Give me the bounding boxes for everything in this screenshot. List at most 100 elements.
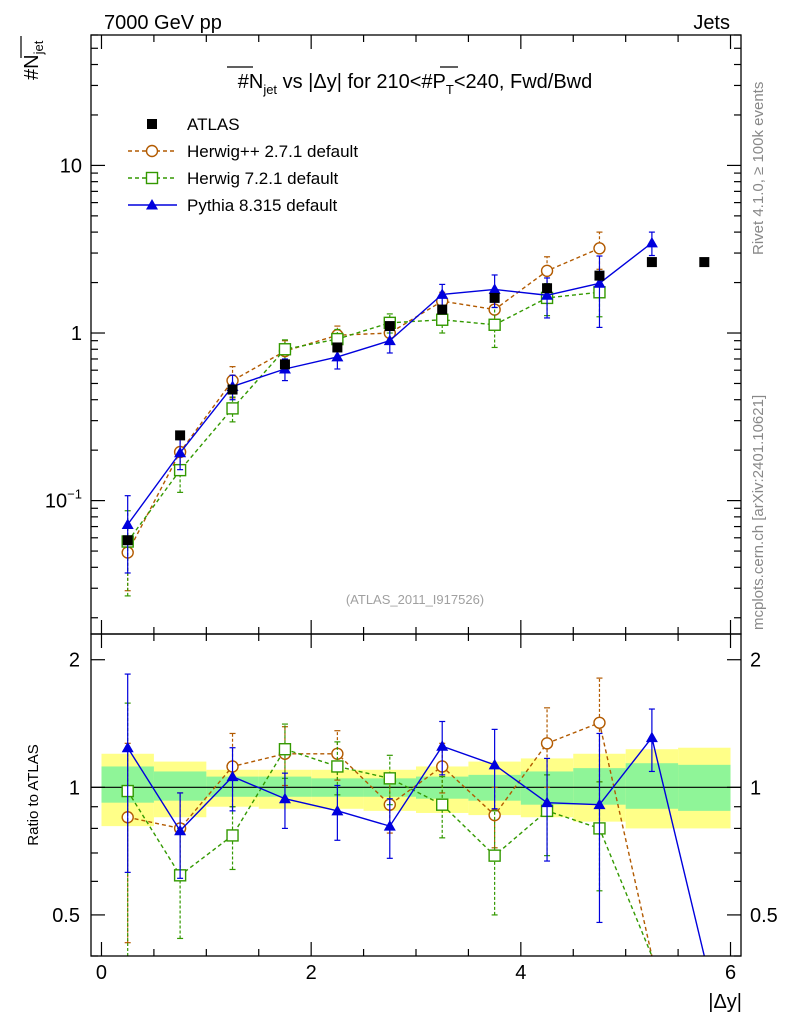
ratio-point-pythia-8-315-default-5 [383, 820, 396, 831]
ratio-point-pythia-8-315-default-0 [121, 741, 134, 753]
ratio-series-pythia-8-315-default [121, 673, 705, 957]
process-label: Jets [693, 12, 730, 34]
point-atlas-5 [384, 321, 395, 332]
ytick-label-1: 1 [71, 323, 82, 345]
ratio-point-herwig-7-2-1-default-5 [383, 772, 396, 785]
ytick-label-base-0: 10 [45, 491, 67, 513]
point-pythia-8-315-default-4 [331, 350, 344, 362]
ratio-point-pythia-8-315-default-7 [488, 758, 501, 770]
ratio-point-pythia-8-315-default-3 [278, 792, 291, 804]
ratio-ytick-label-left-0: 0.5 [52, 905, 80, 927]
ratio-point-pythia-8-315-default-2 [226, 770, 239, 782]
point-pythia-8-315-default-6 [436, 288, 449, 299]
point-atlas-6 [437, 304, 448, 315]
ytick-label-2: 10 [60, 155, 82, 177]
point-pythia-8-315-default-0 [121, 518, 134, 530]
ratio-point-herwig-7-2-1-default-2 [226, 829, 239, 842]
xtick-label-2: 4 [515, 962, 526, 984]
point-atlas-4 [332, 342, 343, 353]
ratio-axes: 0.5 0.5 1 1 2 2 0 2 4 6 [52, 634, 778, 984]
ratio-line-herwig-2-7-1-default [127, 721, 653, 957]
ratio-point-pythia-8-315-default-10 [645, 731, 658, 743]
point-atlas-1 [175, 430, 186, 441]
y-axis-label-sub: jet [31, 40, 46, 55]
legend-label-herwig-7-2-1-default: Herwig 7.2.1 default [187, 169, 338, 188]
series-pythia-8-315-default [121, 231, 658, 574]
svg-text:#Njet: #Njet [21, 40, 46, 80]
legend: ATLAS Herwig++ 2.7.1 default Herwig 7.2.1 … [128, 115, 358, 215]
ytick-label-base-1: 1 [71, 323, 82, 345]
ytick-label-0: 10−1 [45, 487, 82, 513]
ratio-plot [121, 673, 705, 957]
line-pythia-8-315-default [127, 242, 653, 525]
point-herwig-7-2-1-default-2 [226, 402, 239, 415]
ratio-point-pythia-8-315-default-8 [541, 796, 554, 808]
legend-label-atlas: ATLAS [187, 115, 240, 134]
rivet-label: Rivet 4.1.0, ≥ 100k events [750, 82, 767, 255]
y-axis-label-main: #N [21, 54, 43, 80]
legend-entry-pythia-8-315-default: Pythia 8.315 default [128, 196, 338, 215]
legend-entry-herwig-2-7-1-default: Herwig++ 2.7.1 default [128, 142, 358, 161]
point-atlas-11 [699, 257, 710, 268]
point-pythia-8-315-default-5 [383, 334, 396, 346]
ratio-ytick-label-right-2: 2 [750, 650, 761, 672]
xtick-label-1: 2 [306, 962, 317, 984]
ratio-y-axis-label: Ratio to ATLAS [25, 744, 42, 845]
point-atlas-10 [646, 257, 657, 268]
ratio-ytick-label-left-2: 2 [69, 650, 80, 672]
ratio-point-pythia-8-315-default-9 [593, 798, 606, 810]
point-pythia-8-315-default-8 [541, 289, 554, 300]
analysis-watermark: (ATLAS_2011_I917526) [346, 592, 484, 607]
legend-entry-herwig-7-2-1-default: Herwig 7.2.1 default [128, 169, 338, 188]
ratio-point-herwig-7-2-1-default-6 [436, 798, 449, 811]
point-atlas-7 [489, 292, 500, 303]
point-herwig-7-2-1-default-6 [436, 313, 449, 326]
ratio-point-pythia-8-315-default-6 [436, 740, 449, 751]
main-plot [121, 231, 710, 597]
legend-label-herwig-2-7-1-default: Herwig++ 2.7.1 default [187, 142, 358, 161]
ytick-label-base-2: 10 [60, 155, 82, 177]
point-atlas-3 [279, 359, 290, 370]
ratio-point-herwig-7-2-1-default-3 [278, 743, 292, 756]
ratio-point-herwig-7-2-1-default-4 [331, 760, 344, 773]
ratio-ytick-label-left-1: 1 [69, 777, 80, 799]
ratio-point-herwig-2-7-1-default-8 [540, 737, 554, 750]
series-atlas [122, 257, 710, 546]
mcplots-label: mcplots.cern.ch [arXiv:2401.10621] [750, 395, 767, 630]
plot-title: #Njet vs |Δy| for 210<#PT<240, Fwd/Bwd [238, 71, 593, 97]
y-axis-label: #Njet [20, 36, 46, 80]
ratio-uncertainty-bands [91, 747, 741, 829]
ratio-ytick-label-right-1: 1 [750, 777, 761, 799]
point-atlas-0 [122, 535, 133, 546]
legend-marker-atlas [147, 119, 157, 129]
legend-marker-pythia-8-315-default [146, 199, 158, 210]
legend-marker-herwig-7-2-1-default [145, 171, 159, 185]
ratio-line-pythia-8-315-default [127, 736, 705, 957]
ytick-label-exp-0: −1 [67, 487, 82, 502]
point-herwig-7-2-1-default-3 [278, 343, 292, 356]
energy-label: 7000 GeV pp [104, 12, 222, 34]
legend-entry-atlas: ATLAS [147, 115, 240, 134]
series-herwig-2-7-1-default [121, 231, 606, 592]
point-atlas-2 [227, 384, 238, 395]
ratio-point-herwig-2-7-1-default-7 [488, 808, 501, 822]
point-atlas-8 [542, 283, 553, 294]
x-axis-label: |Δy| [708, 991, 742, 1013]
point-atlas-9 [594, 270, 605, 281]
point-pythia-8-315-default-1 [174, 446, 187, 458]
title-n: N [249, 71, 263, 93]
ratio-ytick-label-right-0: 0.5 [750, 905, 778, 927]
point-pythia-8-315-default-10 [645, 236, 658, 248]
ratio-point-herwig-7-2-1-default-7 [488, 849, 501, 862]
point-herwig-2-7-1-default-8 [540, 264, 554, 278]
ratio-point-pythia-8-315-default-4 [331, 804, 344, 816]
legend-label-pythia-8-315-default: Pythia 8.315 default [187, 196, 338, 215]
xtick-label-3: 6 [725, 962, 736, 984]
point-pythia-8-315-default-7 [488, 283, 501, 294]
point-pythia-8-315-default-9 [593, 277, 606, 288]
legend-marker-herwig-2-7-1-default [145, 144, 159, 158]
line-herwig-2-7-1-default [127, 247, 600, 553]
point-herwig-2-7-1-default-9 [593, 242, 606, 255]
